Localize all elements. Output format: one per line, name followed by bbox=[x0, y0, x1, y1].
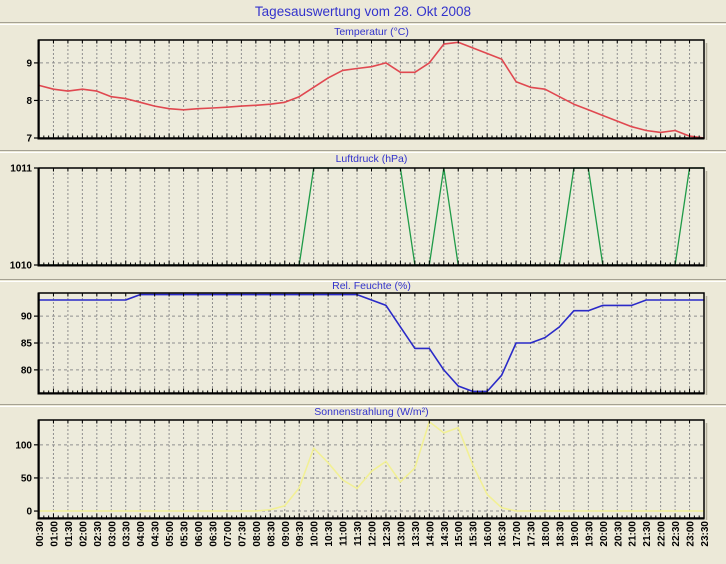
feuchte-chart: 80 85 90 bbox=[21, 292, 708, 395]
svg-text:14:30: 14:30 bbox=[440, 521, 451, 547]
luftdruck-chart: 1010 1011 bbox=[10, 164, 708, 272]
svg-text:90: 90 bbox=[21, 312, 33, 323]
chart-title-temperatur: Temperatur (°C) bbox=[334, 26, 409, 38]
svg-text:17:00: 17:00 bbox=[512, 521, 523, 547]
svg-text:05:00: 05:00 bbox=[165, 521, 176, 547]
svg-text:02:00: 02:00 bbox=[78, 521, 89, 547]
temperatur-chart: 7 8 9 bbox=[26, 39, 708, 145]
svg-text:04:30: 04:30 bbox=[151, 521, 162, 547]
svg-text:08:00: 08:00 bbox=[252, 521, 263, 547]
svg-text:7: 7 bbox=[26, 134, 32, 145]
svg-text:22:00: 22:00 bbox=[657, 521, 668, 547]
page-title: Tagesauswertung vom 28. Okt 2008 bbox=[254, 4, 472, 19]
svg-text:18:30: 18:30 bbox=[555, 521, 566, 547]
svg-text:0: 0 bbox=[26, 507, 32, 518]
chart-title-luftdruck: Luftdruck (hPa) bbox=[335, 153, 408, 165]
svg-text:85: 85 bbox=[21, 339, 33, 350]
feuchte-series-line bbox=[38, 293, 705, 393]
svg-text:21:30: 21:30 bbox=[642, 521, 653, 547]
svg-text:12:30: 12:30 bbox=[382, 521, 393, 547]
svg-text:100: 100 bbox=[15, 440, 32, 451]
svg-text:15:30: 15:30 bbox=[469, 521, 480, 547]
svg-text:08:30: 08:30 bbox=[266, 521, 277, 547]
temperatur-y-axis-labels: 7 8 9 bbox=[26, 58, 38, 145]
svg-text:15:00: 15:00 bbox=[454, 521, 465, 547]
x-axis-time-labels: 00:30 01:00 01:30 02:00 02:30 03:00 03:30 04:00… bbox=[35, 521, 711, 547]
svg-text:50: 50 bbox=[21, 473, 33, 484]
svg-text:21:00: 21:00 bbox=[628, 521, 639, 547]
svg-text:22:30: 22:30 bbox=[671, 521, 682, 547]
svg-text:00:30: 00:30 bbox=[35, 521, 46, 547]
svg-text:09:30: 09:30 bbox=[295, 521, 306, 547]
separator-line bbox=[0, 150, 726, 153]
svg-text:13:30: 13:30 bbox=[411, 521, 422, 547]
luftdruck-y-axis-labels: 1010 1011 bbox=[10, 164, 38, 272]
feuchte-y-axis-labels: 80 85 90 bbox=[21, 312, 38, 376]
svg-text:03:00: 03:00 bbox=[107, 521, 118, 547]
svg-text:01:00: 01:00 bbox=[50, 521, 61, 547]
svg-text:03:30: 03:30 bbox=[122, 521, 133, 547]
svg-text:06:00: 06:00 bbox=[194, 521, 205, 547]
svg-text:20:30: 20:30 bbox=[613, 521, 624, 547]
svg-text:80: 80 bbox=[21, 365, 33, 376]
svg-text:19:00: 19:00 bbox=[570, 521, 581, 547]
svg-text:02:30: 02:30 bbox=[93, 521, 104, 547]
svg-text:9: 9 bbox=[26, 58, 32, 69]
svg-text:07:00: 07:00 bbox=[223, 521, 234, 547]
svg-text:11:30: 11:30 bbox=[353, 521, 364, 546]
svg-text:04:00: 04:00 bbox=[136, 521, 147, 547]
sonnenstrahlung-series-line bbox=[38, 420, 705, 512]
svg-text:16:30: 16:30 bbox=[498, 521, 509, 547]
svg-text:10:30: 10:30 bbox=[324, 521, 335, 547]
svg-text:20:00: 20:00 bbox=[599, 521, 610, 547]
svg-text:19:30: 19:30 bbox=[584, 521, 595, 547]
svg-text:07:30: 07:30 bbox=[237, 521, 248, 547]
svg-text:16:00: 16:00 bbox=[483, 521, 494, 547]
svg-text:23:30: 23:30 bbox=[700, 521, 711, 547]
svg-text:1011: 1011 bbox=[10, 164, 32, 175]
svg-text:09:00: 09:00 bbox=[281, 521, 292, 547]
sonnenstrahlung-chart: 0 50 100 bbox=[15, 419, 708, 520]
svg-text:01:30: 01:30 bbox=[64, 521, 75, 547]
separator-line bbox=[0, 22, 726, 25]
svg-text:1010: 1010 bbox=[10, 261, 33, 272]
svg-text:23:00: 23:00 bbox=[686, 521, 697, 547]
chart-title-sonnenstrahlung: Sonnenstrahlung (W/m²) bbox=[314, 406, 429, 418]
svg-text:8: 8 bbox=[26, 96, 32, 107]
svg-text:12:00: 12:00 bbox=[368, 521, 379, 547]
svg-text:05:30: 05:30 bbox=[180, 521, 191, 547]
svg-text:18:00: 18:00 bbox=[541, 521, 552, 547]
chart-title-rel-feuchte: Rel. Feuchte (%) bbox=[332, 280, 411, 292]
svg-text:11:00: 11:00 bbox=[339, 521, 350, 546]
separator-line bbox=[0, 279, 726, 282]
svg-text:13:00: 13:00 bbox=[396, 521, 407, 547]
svg-text:06:30: 06:30 bbox=[209, 521, 220, 547]
separator-line bbox=[0, 404, 726, 407]
svg-text:10:00: 10:00 bbox=[310, 521, 321, 547]
svg-text:14:00: 14:00 bbox=[425, 521, 436, 547]
svg-text:17:30: 17:30 bbox=[527, 521, 538, 547]
sonnenstrahlung-y-axis-labels: 0 50 100 bbox=[15, 440, 38, 518]
temperatur-series-line bbox=[38, 41, 705, 139]
